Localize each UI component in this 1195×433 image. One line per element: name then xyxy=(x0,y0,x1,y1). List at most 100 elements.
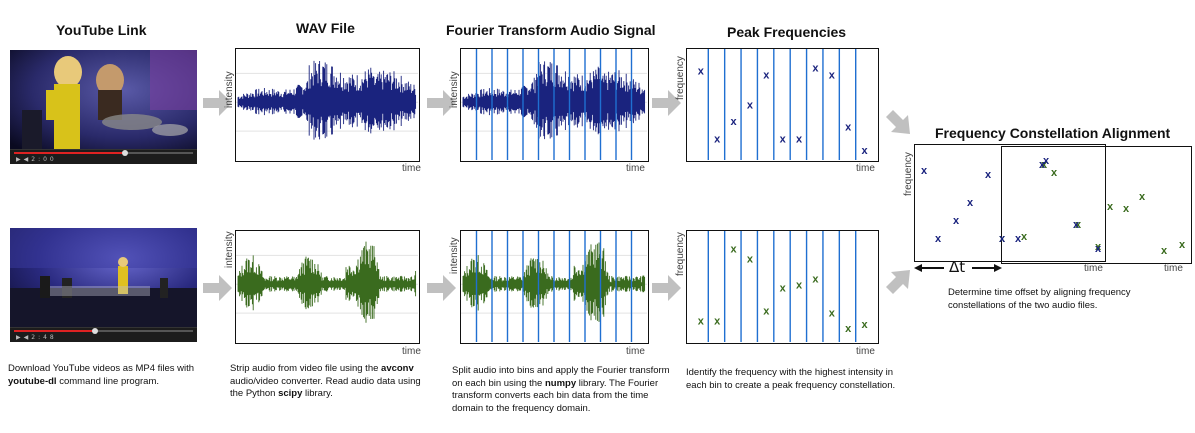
peak-marker: x xyxy=(780,282,787,294)
peak-marker: x xyxy=(714,133,721,145)
peak-marker: x xyxy=(763,69,770,81)
peak-marker: x xyxy=(1139,191,1146,203)
peak-marker: x xyxy=(698,65,705,77)
delta-t-label: Δt xyxy=(949,258,966,276)
time-axis-label: time xyxy=(626,346,645,357)
arrow-right-icon xyxy=(652,90,681,116)
peak-marker: x xyxy=(698,315,705,327)
intensity-axis-label: intensity xyxy=(449,237,460,274)
arrow-right-icon xyxy=(652,275,681,301)
concert-scene-image xyxy=(10,50,197,150)
time-readout-bottom: 2:48 xyxy=(31,334,57,341)
peak-marker: x xyxy=(829,308,836,320)
delta-t-arrow xyxy=(914,264,1002,272)
fourier-plot-top xyxy=(460,48,649,162)
intensity-axis-label: intensity xyxy=(224,71,235,108)
peak-marker: x xyxy=(953,215,960,227)
wav-file-title: WAV File xyxy=(296,20,355,36)
peak-marker: x xyxy=(845,122,852,134)
peaks-description: Identify the frequency with the highest … xyxy=(686,367,896,391)
peak-marker: x xyxy=(999,233,1006,245)
peak-marker: x xyxy=(747,253,754,265)
time-axis-label: time xyxy=(1084,263,1103,274)
peak-marker: x xyxy=(845,323,852,335)
video-controls-top[interactable]: ▶◀2:00 xyxy=(10,149,197,164)
video-controls-bottom[interactable]: ▶◀2:48 xyxy=(10,327,197,342)
peak-marker: x xyxy=(731,244,738,256)
seek-bar[interactable] xyxy=(14,328,193,334)
arrow-right-icon xyxy=(203,275,232,301)
peak-marker: x xyxy=(714,315,721,327)
time-axis-label: time xyxy=(402,163,421,174)
peak-marker: x xyxy=(1073,219,1080,231)
frequency-axis-label: frequency xyxy=(903,152,914,196)
intensity-axis-label: intensity xyxy=(224,231,235,268)
arrow-up-right-icon xyxy=(886,270,910,294)
time-axis-label: time xyxy=(626,163,645,174)
peak-marker: x xyxy=(1179,239,1186,251)
play-icon[interactable]: ▶ xyxy=(16,156,24,163)
volume-icon[interactable]: ◀ xyxy=(23,156,32,163)
peak-marker: x xyxy=(1041,159,1048,171)
arrow-down-right-icon xyxy=(886,110,910,134)
play-icon[interactable]: ▶ xyxy=(16,334,24,341)
time-readout-top: 2:00 xyxy=(31,156,57,163)
peak-marker: x xyxy=(921,165,928,177)
waveform-top xyxy=(236,60,418,140)
peak-marker: x xyxy=(747,99,754,111)
youtube-video-thumbnail-top[interactable]: ▶◀2:00 xyxy=(10,50,197,164)
time-axis-label: time xyxy=(856,346,875,357)
alignment-plot-primary xyxy=(914,144,1106,262)
peak-marker: x xyxy=(1107,201,1114,213)
wav-plot-bottom xyxy=(235,230,420,344)
volume-icon[interactable]: ◀ xyxy=(23,334,32,341)
peak-marker: x xyxy=(1161,245,1168,257)
youtube-link-title: YouTube Link xyxy=(56,22,147,38)
seek-bar[interactable] xyxy=(14,150,193,156)
peak-marker: x xyxy=(862,145,869,157)
peak-marker: x xyxy=(1095,243,1102,255)
peak-marker: x xyxy=(780,133,787,145)
youtube-video-thumbnail-bottom[interactable]: ▶◀2:48 xyxy=(10,228,197,342)
peak-marker: x xyxy=(1015,233,1022,245)
alignment-title: Frequency Constellation Alignment xyxy=(935,125,1171,141)
youtube-description: Download YouTube videos as MP4 files wit… xyxy=(8,363,195,387)
peak-marker: x xyxy=(812,63,819,75)
arrow-right-icon xyxy=(427,275,456,301)
peak-marker: x xyxy=(796,279,803,291)
binned-waveform-top xyxy=(461,49,647,160)
peak-marker: x xyxy=(1043,155,1050,167)
peak-marker: x xyxy=(1051,167,1058,179)
peak-marker: x xyxy=(1021,231,1028,243)
concert-scene-image xyxy=(10,228,197,328)
time-axis-label: time xyxy=(856,163,875,174)
peak-marker: x xyxy=(829,69,836,81)
fourier-description: Split audio into bins and apply the Four… xyxy=(452,365,670,414)
alignment-plot-shifted xyxy=(1001,146,1192,264)
peak-marker: x xyxy=(985,169,992,181)
time-axis-label: time xyxy=(1164,263,1183,274)
fourier-plot-bottom xyxy=(460,230,649,344)
peak-marker: x xyxy=(812,274,819,286)
frequency-axis-label: frequency xyxy=(675,232,686,276)
peak-marker: x xyxy=(731,116,738,128)
waveform-bottom xyxy=(236,241,418,323)
peak-marker: x xyxy=(1123,203,1130,215)
binned-waveform-bottom xyxy=(461,231,647,342)
peak-marker: x xyxy=(967,197,974,209)
peak-marker: x xyxy=(763,306,770,318)
peak-marker: x xyxy=(999,233,1006,245)
peak-marker: x xyxy=(1095,241,1102,253)
wav-description: Strip audio from video file using the av… xyxy=(230,363,421,399)
alignment-description: Determine time offset by aligning freque… xyxy=(948,287,1131,311)
arrow-right-icon xyxy=(427,90,456,116)
peak-marker: x xyxy=(1075,219,1082,231)
fourier-title: Fourier Transform Audio Signal xyxy=(446,22,656,38)
peak-marker: x xyxy=(796,133,803,145)
arrow-right-icon xyxy=(203,90,232,116)
